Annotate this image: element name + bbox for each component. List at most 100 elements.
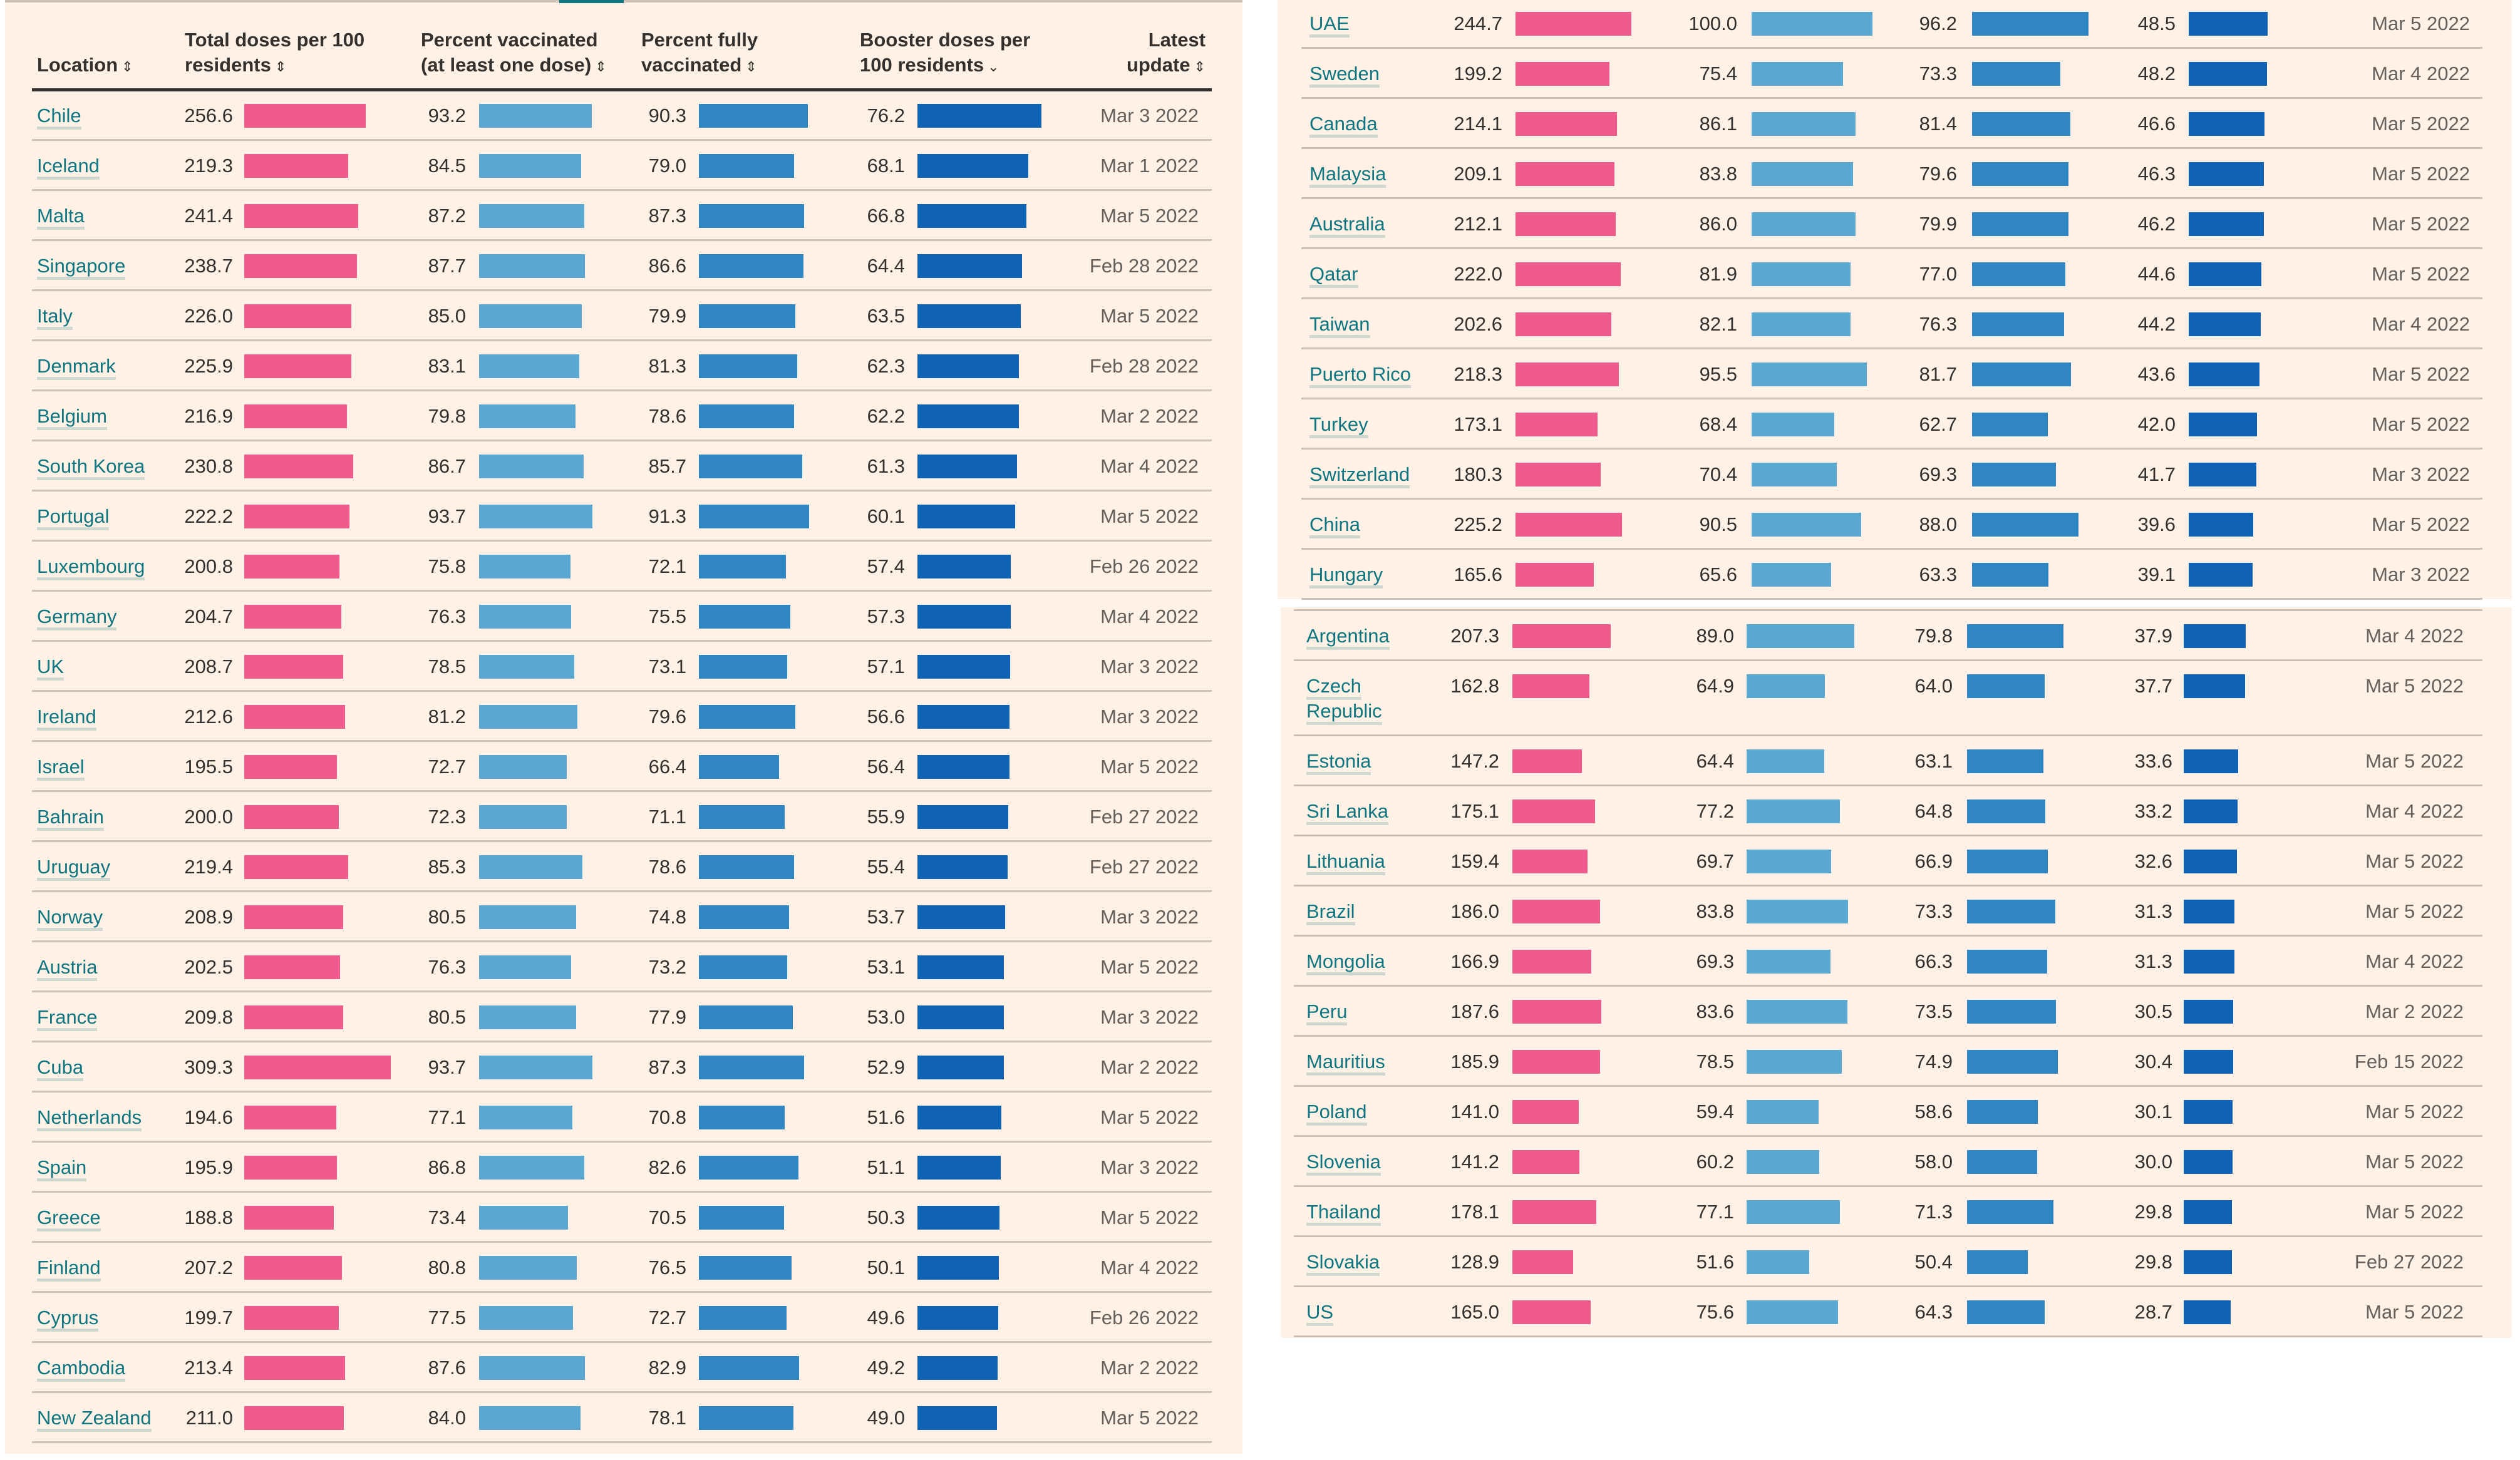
location-name[interactable]: Cambodia	[37, 1357, 126, 1382]
location-name[interactable]: Canada	[1309, 113, 1378, 138]
location-name[interactable]: Hungary	[1309, 563, 1383, 589]
location-name[interactable]: Uruguay	[37, 856, 111, 881]
location-name[interactable]: Slovakia	[1306, 1251, 1380, 1276]
location-name[interactable]: Lithuania	[1306, 850, 1385, 875]
location-link[interactable]: China	[1309, 512, 1447, 538]
header-location[interactable]: Location ⇕	[37, 53, 133, 80]
header-total-doses[interactable]: Total doses per 100 residents ⇕	[185, 28, 364, 80]
location-name[interactable]: Portugal	[37, 505, 110, 530]
location-link[interactable]: Cuba	[37, 1055, 175, 1081]
location-name[interactable]: Turkey	[1309, 413, 1368, 438]
location-name[interactable]: Czech Republic	[1306, 675, 1382, 725]
location-link[interactable]: Canada	[1309, 111, 1447, 138]
sort-icon[interactable]: ⇕	[274, 59, 287, 75]
location-name[interactable]: Mauritius	[1306, 1051, 1385, 1076]
location-link[interactable]: Netherlands	[37, 1105, 175, 1131]
sort-desc-icon[interactable]: ⌄	[988, 59, 999, 75]
location-link[interactable]: Austria	[37, 955, 175, 981]
location-name[interactable]: Denmark	[37, 355, 116, 380]
location-name[interactable]: Peru	[1306, 1000, 1348, 1026]
location-name[interactable]: Mongolia	[1306, 950, 1385, 975]
location-name[interactable]: Malta	[37, 205, 85, 230]
location-link[interactable]: Sweden	[1309, 61, 1447, 88]
location-name[interactable]: France	[37, 1006, 98, 1031]
location-name[interactable]: Iceland	[37, 155, 100, 180]
location-name[interactable]: UK	[37, 655, 65, 681]
location-link[interactable]: Poland	[1306, 1099, 1444, 1126]
location-link[interactable]: US	[1306, 1300, 1444, 1326]
location-link[interactable]: Peru	[1306, 999, 1444, 1026]
location-link[interactable]: Estonia	[1306, 749, 1444, 775]
location-name[interactable]: Australia	[1309, 213, 1385, 238]
location-name[interactable]: South Korea	[37, 455, 145, 480]
location-link[interactable]: Switzerland	[1309, 462, 1447, 488]
location-link[interactable]: Argentina	[1306, 624, 1444, 650]
location-link[interactable]: Italy	[37, 304, 175, 330]
sort-icon[interactable]: ⇕	[745, 59, 757, 75]
location-name[interactable]: Bahrain	[37, 806, 104, 831]
sort-icon[interactable]: ⇕	[595, 59, 607, 75]
location-link[interactable]: UK	[37, 654, 175, 681]
location-name[interactable]: Chile	[37, 105, 81, 130]
location-name[interactable]: Puerto Rico	[1309, 363, 1411, 388]
location-link[interactable]: Chile	[37, 103, 175, 130]
location-link[interactable]: Australia	[1309, 212, 1447, 238]
location-link[interactable]: Israel	[37, 754, 175, 781]
location-link[interactable]: Hungary	[1309, 562, 1447, 589]
location-link[interactable]: Lithuania	[1306, 849, 1444, 875]
location-name[interactable]: Austria	[37, 956, 98, 981]
location-link[interactable]: Spain	[37, 1155, 175, 1181]
location-link[interactable]: Iceland	[37, 153, 175, 180]
location-name[interactable]: Spain	[37, 1156, 87, 1181]
location-link[interactable]: Norway	[37, 905, 175, 931]
location-link[interactable]: Sri Lanka	[1306, 799, 1444, 825]
location-name[interactable]: China	[1309, 513, 1360, 538]
location-name[interactable]: Greece	[37, 1206, 101, 1231]
location-link[interactable]: Mongolia	[1306, 949, 1444, 975]
location-link[interactable]: South Korea	[37, 454, 175, 480]
location-name[interactable]: Switzerland	[1309, 463, 1410, 488]
header-percent-vaccinated[interactable]: Percent vaccinated (at least one dose) ⇕	[421, 28, 607, 80]
location-link[interactable]: Slovakia	[1306, 1250, 1444, 1276]
header-percent-fully[interactable]: Percent fully vaccinated ⇕	[641, 28, 758, 80]
location-link[interactable]: Thailand	[1306, 1200, 1444, 1226]
location-name[interactable]: Argentina	[1306, 625, 1390, 650]
location-link[interactable]: Malta	[37, 203, 175, 230]
location-link[interactable]: Cambodia	[37, 1355, 175, 1382]
sort-icon[interactable]: ⇕	[1194, 59, 1206, 75]
location-link[interactable]: Germany	[37, 604, 175, 630]
header-latest-update[interactable]: Latest update ⇕	[1127, 28, 1206, 80]
location-link[interactable]: Greece	[37, 1205, 175, 1231]
location-name[interactable]: Italy	[37, 305, 73, 330]
location-link[interactable]: New Zealand	[37, 1406, 175, 1432]
location-link[interactable]: Finland	[37, 1255, 175, 1282]
location-name[interactable]: Sweden	[1309, 63, 1380, 88]
location-name[interactable]: Malaysia	[1309, 163, 1387, 188]
location-name[interactable]: Estonia	[1306, 750, 1371, 775]
sort-icon[interactable]: ⇕	[121, 59, 133, 75]
location-name[interactable]: Ireland	[37, 706, 96, 731]
location-link[interactable]: Slovenia	[1306, 1149, 1444, 1176]
location-name[interactable]: US	[1306, 1301, 1334, 1326]
location-name[interactable]: Thailand	[1306, 1201, 1381, 1226]
location-name[interactable]: Slovenia	[1306, 1151, 1381, 1176]
location-link[interactable]: France	[37, 1005, 175, 1031]
location-link[interactable]: Belgium	[37, 404, 175, 430]
location-name[interactable]: Sri Lanka	[1306, 800, 1388, 825]
location-link[interactable]: Czech Republic	[1306, 674, 1400, 725]
location-name[interactable]: Poland	[1306, 1101, 1367, 1126]
location-name[interactable]: Belgium	[37, 405, 107, 430]
location-name[interactable]: UAE	[1309, 13, 1350, 38]
location-name[interactable]: Luxembourg	[37, 555, 145, 580]
location-link[interactable]: Malaysia	[1309, 162, 1447, 188]
location-name[interactable]: Cuba	[37, 1056, 84, 1081]
location-name[interactable]: Finland	[37, 1257, 101, 1282]
location-name[interactable]: Norway	[37, 906, 103, 931]
location-link[interactable]: Brazil	[1306, 899, 1444, 925]
location-name[interactable]: Brazil	[1306, 900, 1355, 925]
location-name[interactable]: New Zealand	[37, 1407, 152, 1432]
location-link[interactable]: Uruguay	[37, 855, 175, 881]
location-link[interactable]: Taiwan	[1309, 312, 1447, 338]
location-link[interactable]: Singapore	[37, 254, 175, 280]
location-name[interactable]: Cyprus	[37, 1307, 99, 1332]
